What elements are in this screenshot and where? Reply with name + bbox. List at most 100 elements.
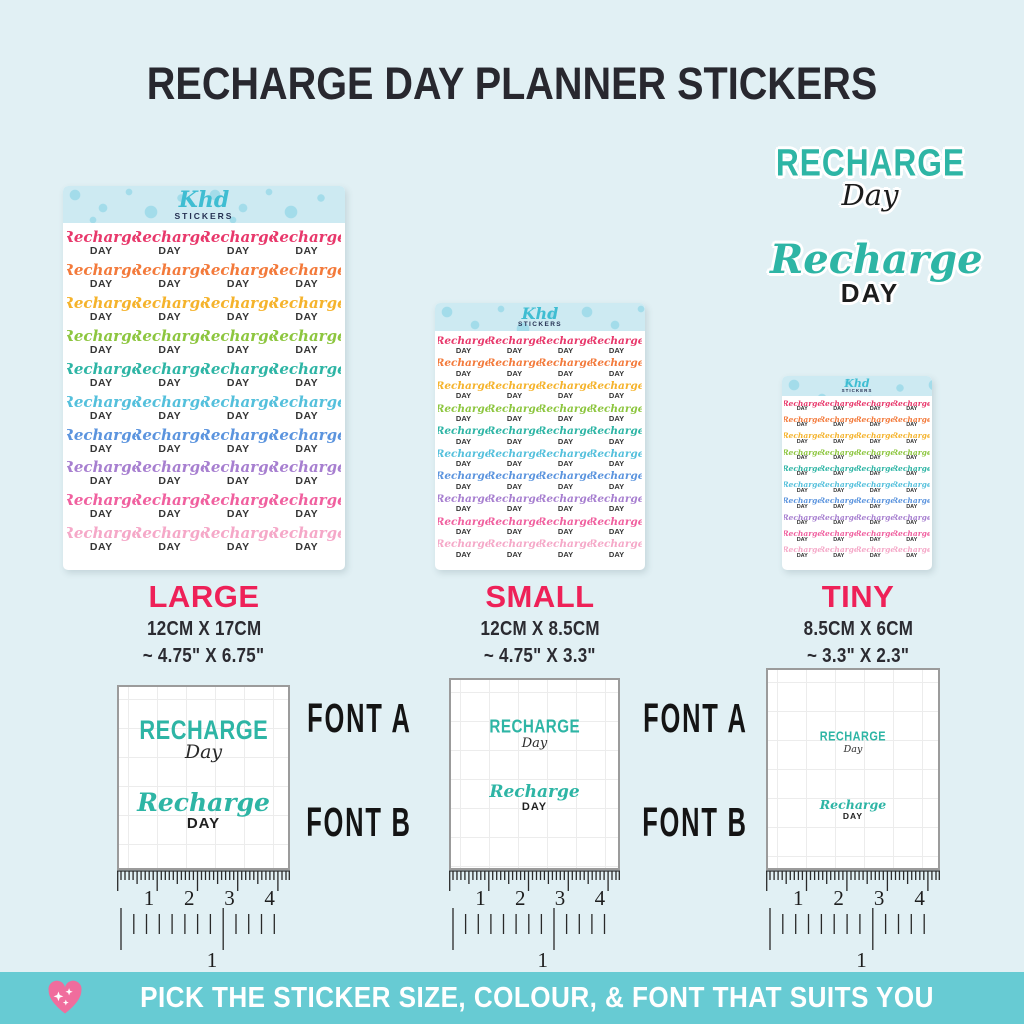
cm-ruler-label: 3	[555, 886, 566, 910]
sticker-word-day: DAY	[89, 541, 113, 554]
sticker-word-day: DAY	[608, 549, 625, 559]
sticker-word: Recharge	[489, 334, 540, 347]
sticker-word-day: DAY	[796, 438, 808, 445]
sticker-word-day: DAY	[906, 471, 918, 478]
font-b-label: FONT B	[306, 801, 412, 846]
sticker-word-day: DAY	[295, 343, 319, 356]
sticker-word: Recharge	[540, 334, 591, 347]
dimension-cm-large: 12CM X 17CM	[146, 618, 262, 640]
sticker-word-day: DAY	[506, 527, 523, 537]
sticker-word-day: DAY	[869, 552, 881, 559]
sticker-word: Recharge	[820, 480, 858, 490]
cm-ruler-label: 3	[874, 886, 885, 910]
sticker-word: Recharge	[893, 512, 931, 522]
sticker-word: Recharge	[857, 529, 894, 539]
sticker-word-day: DAY	[906, 438, 918, 445]
footer-banner: PICK THE STICKER SIZE, COLOUR, & FONT TH…	[0, 972, 1024, 1024]
sticker-word-day: DAY	[455, 549, 472, 559]
size-label-tiny: TINY	[821, 579, 895, 614]
sticker-word-day: DAY	[557, 391, 574, 401]
font-b-demo-line2: DAY	[186, 815, 221, 832]
sticker-word-day: DAY	[506, 368, 523, 378]
brand-logo-script: Khd	[178, 186, 230, 213]
font-b-demo-line2: DAY	[521, 801, 548, 813]
sticker-word: Recharge	[540, 447, 591, 460]
sticker-word-day: DAY	[833, 536, 845, 543]
size-info-small: SMALL 12CM X 8.5CM ~ 4.75" X 3.3"	[410, 581, 670, 666]
sticker-word: Recharge	[273, 491, 342, 510]
sticker-word: Recharge	[893, 447, 931, 457]
font-b-label: FONT B	[642, 801, 748, 846]
sticker-word-day: DAY	[89, 409, 113, 422]
sticker-word: Recharge	[136, 261, 205, 280]
sticker-word-day: DAY	[506, 459, 523, 469]
sticker-word: Recharge	[489, 425, 540, 438]
sticker-word-day: DAY	[226, 245, 250, 258]
font-a-demo: RECHARGE Day	[136, 717, 272, 762]
sticker-word-day: DAY	[869, 406, 881, 413]
sticker-grid: RechargeDAYRechargeDAYRechargeDAYRecharg…	[63, 223, 345, 564]
sticker-word-day: DAY	[833, 438, 845, 445]
sticker-word-day: DAY	[906, 536, 918, 543]
sticker-word-day: DAY	[89, 508, 113, 521]
font-b-sticker-sample: Recharge DAY	[770, 240, 983, 307]
sticker-word: Recharge	[893, 529, 931, 539]
sheet-header-band: Khd STICKERS	[63, 186, 345, 223]
sticker-word-day: DAY	[869, 503, 881, 510]
sticker-word-day: DAY	[89, 278, 113, 291]
sticker-word-day: DAY	[869, 471, 881, 478]
sticker-word-day: DAY	[796, 520, 808, 527]
sticker-word: Recharge	[591, 515, 642, 528]
sticker-word: Recharge	[820, 545, 858, 555]
sticker-word-day: DAY	[557, 504, 574, 514]
sticker-word-day: DAY	[455, 391, 472, 401]
sticker-word: Recharge	[893, 480, 931, 490]
sticker-word: Recharge	[893, 463, 931, 473]
sticker-word: Recharge	[784, 463, 821, 473]
sticker-word-day: DAY	[455, 527, 472, 537]
sticker-word: Recharge	[820, 398, 858, 408]
sticker-word: Recharge	[273, 261, 342, 280]
sticker-word: Recharge	[204, 524, 273, 543]
cm-ruler-label: 1	[475, 886, 486, 910]
sticker-word-day: DAY	[906, 406, 918, 413]
sticker-word-day: DAY	[608, 346, 625, 356]
sticker-word: Recharge	[784, 496, 821, 506]
sticker-word: Recharge	[273, 359, 342, 378]
sticker-word: Recharge	[857, 496, 894, 506]
sticker-word-day: DAY	[158, 278, 182, 291]
font-a-demo: RECHARGE Day	[818, 728, 888, 755]
sticker-word: Recharge	[204, 261, 273, 280]
sticker-word-day: DAY	[608, 368, 625, 378]
font-a-demo-line1: RECHARGE	[489, 717, 580, 738]
sticker-word: Recharge	[591, 402, 642, 415]
sticker-word-day: DAY	[226, 376, 250, 389]
sticker-word-day: DAY	[226, 541, 250, 554]
sticker-word-day: DAY	[226, 278, 250, 291]
